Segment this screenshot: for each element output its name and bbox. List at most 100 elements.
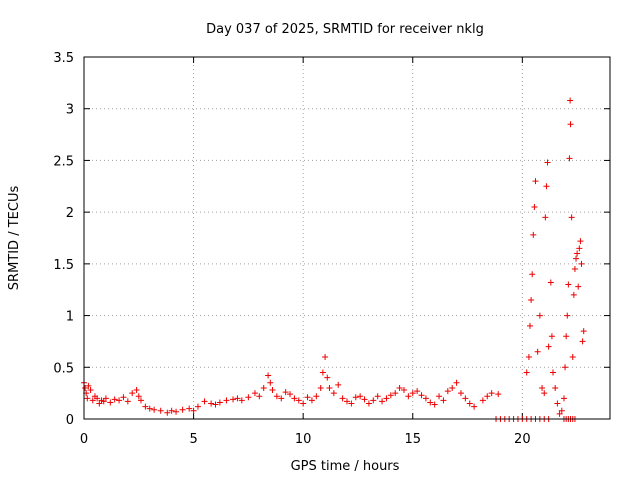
data-point <box>142 403 149 410</box>
data-point <box>335 381 342 388</box>
data-point <box>567 97 574 104</box>
data-point <box>547 279 554 286</box>
x-tick-label: 15 <box>404 432 421 447</box>
data-point <box>120 394 127 401</box>
data-point <box>223 397 230 404</box>
data-point <box>102 395 109 402</box>
data-point <box>137 397 144 404</box>
data-point <box>339 395 346 402</box>
data-point <box>566 155 573 162</box>
data-point <box>563 333 570 340</box>
data-point <box>260 384 267 391</box>
data-point <box>273 393 280 400</box>
data-point <box>466 400 473 407</box>
y-tick-label: 2.5 <box>53 154 74 169</box>
data-point <box>396 384 403 391</box>
data-point <box>319 369 326 376</box>
data-point <box>256 393 263 400</box>
y-gridlines <box>84 56 610 420</box>
data-point <box>278 395 285 402</box>
y-axis-label: SRMTID / TECUs <box>7 186 22 291</box>
data-point <box>190 407 197 414</box>
data-point <box>282 389 289 396</box>
y-tick-label: 1 <box>66 310 74 325</box>
data-point <box>550 369 557 376</box>
data-point <box>287 391 294 398</box>
data-point <box>124 398 131 405</box>
data-point <box>554 400 561 407</box>
data-point <box>295 397 302 404</box>
data-point <box>548 333 555 340</box>
data-point <box>418 392 425 399</box>
x-tick-labels: 0 5 10 15 20 <box>80 432 531 447</box>
data-point <box>168 407 175 414</box>
data-point <box>387 392 394 399</box>
data-point <box>313 393 320 400</box>
data-point <box>495 391 502 398</box>
data-point <box>462 395 469 402</box>
data-point <box>525 353 532 360</box>
x-axis-label: GPS time / hours <box>291 459 400 474</box>
data-point <box>96 400 103 407</box>
data-point <box>449 384 456 391</box>
data-point <box>529 271 536 278</box>
y-tick-label: 0.5 <box>53 361 74 376</box>
y-tick-label: 2 <box>66 206 74 221</box>
y-tick-label: 1.5 <box>53 258 74 273</box>
data-points <box>81 97 587 422</box>
data-point <box>571 266 578 273</box>
y-tick-label: 3 <box>66 103 74 118</box>
data-point <box>578 260 585 267</box>
data-point <box>100 398 107 405</box>
data-point <box>107 399 114 406</box>
data-point <box>357 393 364 400</box>
data-point <box>541 390 548 397</box>
data-point <box>471 403 478 410</box>
data-point <box>567 121 574 128</box>
data-point <box>157 407 164 414</box>
x-tick-label: 10 <box>295 432 312 447</box>
data-point <box>575 283 582 290</box>
y-tick-label: 0 <box>66 413 74 428</box>
data-point <box>179 406 186 413</box>
data-point <box>251 390 258 397</box>
data-point <box>230 396 237 403</box>
data-point <box>543 183 550 190</box>
y-tick-label: 3.5 <box>53 51 74 66</box>
data-point <box>89 397 96 404</box>
x-gridlines <box>83 57 523 419</box>
data-point <box>527 322 534 329</box>
data-point <box>84 395 91 402</box>
data-point <box>330 390 337 397</box>
data-point <box>569 353 576 360</box>
data-point <box>317 384 324 391</box>
data-point <box>173 408 180 415</box>
data-point <box>562 364 569 371</box>
data-point <box>488 390 495 397</box>
plot-frame <box>83 56 611 420</box>
data-point <box>304 394 311 401</box>
data-point <box>453 379 460 386</box>
data-point <box>532 178 539 185</box>
data-point <box>431 401 438 408</box>
data-point <box>564 312 571 319</box>
data-point <box>383 395 390 402</box>
data-point <box>208 400 215 407</box>
data-point <box>87 387 94 394</box>
data-point <box>444 388 451 395</box>
x-tick-label: 0 <box>80 432 88 447</box>
data-point <box>545 343 552 350</box>
data-point <box>94 395 101 402</box>
data-point <box>201 398 208 405</box>
data-point <box>539 384 546 391</box>
data-point <box>344 398 350 405</box>
data-point <box>129 390 136 397</box>
x-tick-label: 5 <box>189 432 197 447</box>
data-point <box>291 395 298 402</box>
data-point <box>216 399 223 406</box>
data-point <box>133 387 140 394</box>
data-point <box>414 388 421 395</box>
data-point <box>558 407 565 414</box>
data-point <box>379 398 386 405</box>
